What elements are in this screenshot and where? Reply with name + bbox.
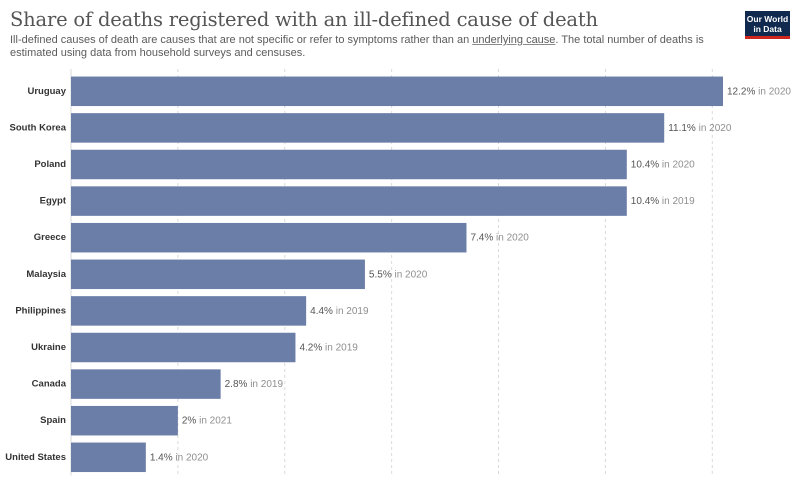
year-text: in 2020 (392, 269, 428, 280)
chart-subtitle: Ill-defined causes of death are causes t… (10, 34, 722, 59)
category-label: Egypt (40, 196, 67, 207)
value-label: 2% in 2021 (182, 415, 232, 426)
category-label: Spain (40, 415, 66, 426)
year-text: in 2020 (173, 452, 209, 463)
value-label: 5.5% in 2020 (369, 269, 428, 280)
value-text: 4.4% (310, 305, 333, 316)
year-text: in 2020 (696, 122, 732, 133)
value-text: 10.4% (631, 196, 659, 207)
value-text: 4.2% (299, 342, 322, 353)
year-text: in 2019 (333, 305, 369, 316)
year-text: in 2020 (755, 86, 791, 97)
year-text: in 2019 (322, 342, 358, 353)
subtitle-text-end: . The total number of deaths is estimate… (10, 34, 704, 59)
year-text: in 2019 (247, 379, 283, 390)
value-text: 1.4% (150, 452, 173, 463)
year-text: in 2020 (493, 232, 529, 243)
value-text: 11.1% (668, 122, 696, 133)
value-label: 12.2% in 2020 (727, 86, 791, 97)
bar[interactable] (71, 332, 296, 363)
subtitle-text-start: Ill-defined causes of death are causes t… (10, 34, 473, 46)
underlying-cause-link[interactable]: underlying cause (472, 34, 556, 46)
value-text: 7.4% (470, 232, 493, 243)
bar[interactable] (71, 296, 307, 326)
value-text: 2% (182, 415, 197, 426)
bar[interactable] (71, 186, 627, 216)
category-label: Philippines (15, 305, 66, 316)
category-label: Ukraine (31, 342, 66, 353)
value-label: 4.2% in 2019 (299, 342, 358, 353)
bar[interactable] (71, 405, 178, 436)
value-label: 10.4% in 2020 (631, 159, 695, 170)
logo-line-2: in Data (753, 24, 782, 34)
value-label: 1.4% in 2020 (150, 452, 209, 463)
category-label: Canada (32, 379, 67, 390)
category-label: United States (5, 452, 66, 463)
year-text: in 2019 (659, 196, 695, 207)
category-label: Uruguay (27, 86, 66, 97)
value-label: 7.4% in 2020 (470, 232, 529, 243)
value-text: 5.5% (369, 269, 392, 280)
category-label: Greece (34, 232, 66, 243)
bar[interactable] (71, 113, 665, 143)
value-label: 11.1% in 2020 (668, 122, 732, 133)
value-text: 2.8% (225, 379, 248, 390)
chart-title: Share of deaths registered with an ill-d… (10, 8, 598, 31)
category-label: South Korea (10, 122, 67, 133)
bar[interactable] (71, 222, 467, 253)
value-text: 10.4% (631, 159, 659, 170)
bar[interactable] (71, 259, 365, 290)
value-label: 4.4% in 2019 (310, 305, 369, 316)
bar[interactable] (71, 76, 723, 107)
value-text: 12.2% (727, 86, 755, 97)
value-label: 10.4% in 2019 (631, 196, 695, 207)
owid-logo[interactable]: Our World in Data (745, 11, 790, 39)
logo-line-1: Our World (746, 14, 789, 24)
bar[interactable] (71, 149, 627, 180)
value-label: 2.8% in 2019 (225, 379, 284, 390)
year-text: in 2021 (196, 415, 232, 426)
bar[interactable] (71, 369, 221, 399)
year-text: in 2020 (659, 159, 695, 170)
bar[interactable] (71, 442, 146, 473)
category-label: Poland (34, 159, 66, 170)
category-label: Malaysia (26, 269, 66, 280)
